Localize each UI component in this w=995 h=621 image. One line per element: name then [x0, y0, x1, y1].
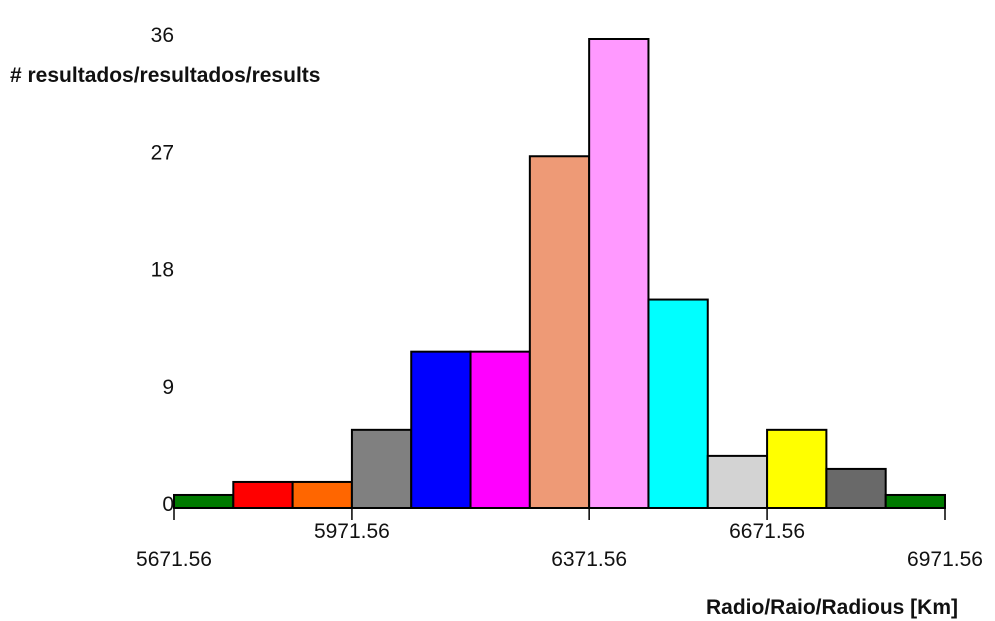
y-ticks-group: 0 9 18 27 36: [151, 24, 174, 516]
bars-group: [173, 38, 947, 510]
y-tick-label: 27: [151, 141, 174, 164]
y-tick-label: 36: [151, 24, 174, 47]
y-tick-label: 0: [162, 493, 174, 516]
x-tick-label: 5971.56: [314, 520, 390, 543]
x-ticks-group: 5671.56 5971.56 6371.56 6671.56 6971.56: [136, 508, 983, 571]
histogram-bar-5: [410, 350, 472, 509]
histogram-bar-11: [766, 428, 828, 510]
histogram-bar-8: [588, 38, 650, 509]
y-tick-label: 18: [151, 259, 174, 282]
x-tick-label: 6671.56: [729, 520, 805, 543]
histogram-bar-10: [706, 454, 769, 509]
histogram-bar-3: [291, 480, 353, 510]
histogram-bar-12: [825, 467, 887, 509]
histogram-bar-13: [884, 493, 947, 510]
histogram-bar-4: [350, 428, 413, 510]
x-axis-title: Radio/Raio/Radious [Km]: [706, 596, 958, 619]
histogram-bar-6: [469, 350, 531, 509]
histogram-bar-2: [232, 480, 294, 510]
x-tick-label: 6371.56: [551, 548, 627, 571]
x-tick-label: 6971.56: [907, 548, 983, 571]
histogram-bar-9: [647, 298, 709, 509]
histogram-bar-1: [173, 493, 235, 510]
y-tick-label: 9: [162, 376, 174, 399]
y-axis-title: # resultados/resultados/results: [10, 64, 320, 87]
histogram-bar-7: [528, 155, 591, 509]
x-tick-label: 5671.56: [136, 548, 212, 571]
